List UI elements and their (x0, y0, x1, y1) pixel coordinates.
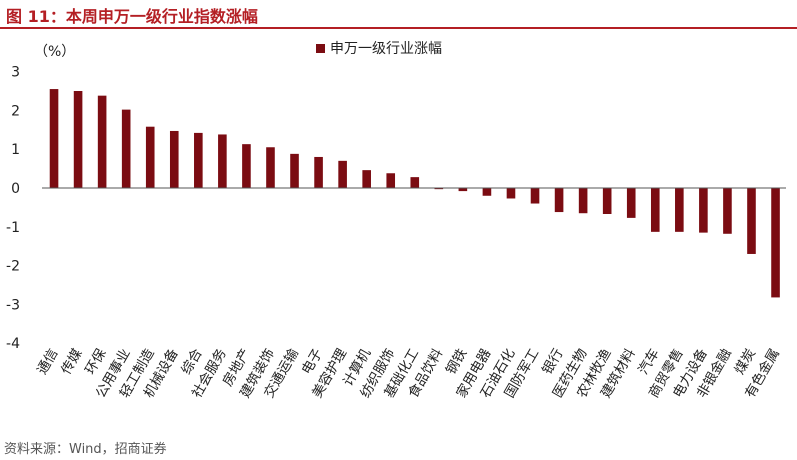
bar-12 (314, 156, 323, 188)
bar-25 (626, 188, 636, 218)
bar-10 (266, 147, 275, 188)
bar-30 (747, 188, 756, 254)
y-tick-label: 0 (11, 181, 20, 197)
bar-19 (482, 188, 492, 196)
legend-swatch (316, 44, 325, 53)
figure-title: 图 11：本周申万一级行业指数涨幅 (6, 7, 258, 26)
x-tick-label: 传媒 (58, 346, 86, 378)
bar-7 (194, 132, 203, 188)
bar-6 (169, 130, 179, 188)
bar-18 (458, 188, 468, 192)
y-tick-label: 1 (11, 142, 20, 158)
bar-11 (290, 153, 299, 188)
y-tick-label: 3 (11, 65, 20, 81)
source-note: 资料来源：Wind，招商证券 (4, 442, 167, 457)
y-tick-label: -4 (6, 336, 20, 352)
bar-26 (650, 188, 660, 232)
legend: 申万一级行业涨幅 (316, 41, 442, 57)
legend-label: 申万一级行业涨幅 (330, 41, 442, 57)
bar-21 (530, 188, 540, 204)
bar-22 (554, 188, 564, 213)
bar-series (49, 89, 780, 298)
y-axis: -4 -3 -2 -1 0 1 2 3 (6, 65, 20, 353)
bar-28 (699, 188, 708, 233)
x-tick-label: 通信 (34, 346, 61, 377)
y-tick-label: -2 (6, 259, 20, 275)
y-tick-label: -3 (6, 297, 20, 313)
bar-3 (97, 95, 107, 188)
y-tick-label: -1 (6, 220, 20, 236)
x-axis-labels: 通信传媒环保公用事业轻工制造机械设备综合社会服务房地产建筑装饰交通运输电子美容护… (34, 345, 783, 401)
bar-8 (218, 134, 227, 188)
bar-4 (121, 109, 131, 188)
bar-chart: （%） 申万一级行业涨幅 -4 -3 -2 -1 0 1 2 3 通信传媒环保公用事业轻工制造… (6, 41, 786, 401)
bar-2 (73, 91, 83, 188)
bar-23 (578, 188, 588, 214)
bar-29 (723, 188, 732, 234)
bar-20 (506, 188, 516, 199)
bar-9 (242, 144, 251, 188)
bar-13 (338, 160, 347, 188)
title-divider (0, 27, 797, 29)
bar-24 (602, 188, 612, 214)
bar-16 (410, 177, 420, 188)
bar-15 (386, 173, 396, 188)
bar-14 (362, 170, 371, 188)
bar-1 (49, 89, 59, 188)
bar-31 (771, 188, 780, 298)
y-axis-unit-label: （%） (34, 44, 75, 60)
y-tick-label: 2 (11, 103, 20, 119)
bar-17 (434, 188, 444, 190)
bar-27 (675, 188, 684, 232)
bar-5 (145, 126, 155, 188)
